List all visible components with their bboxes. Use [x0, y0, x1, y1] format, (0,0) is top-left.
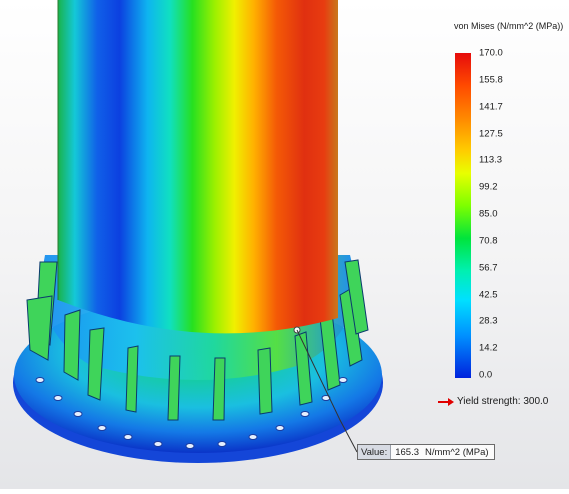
yield-arrow-icon [438, 398, 454, 406]
legend-tick-label: 14.2 [479, 342, 498, 354]
legend-tick-label: 0.0 [479, 369, 493, 381]
legend-tick-label: 42.5 [479, 289, 498, 300]
legend-tick-label: 113.3 [479, 154, 503, 166]
gusset-ribs [26, 259, 369, 421]
cylinder-shell [58, 0, 338, 334]
stress-colorbar [455, 53, 471, 378]
yield-strength-label: Yield strength: 300.0 [457, 396, 549, 407]
legend-tick-label: 28.3 [479, 315, 498, 327]
legend-tick-label: 56.7 [479, 262, 498, 274]
probe-unit: N/mm^2 (MPa) [425, 446, 489, 458]
probe-prefix: Value: [358, 445, 392, 459]
legend-tick-label: 155.8 [479, 74, 503, 86]
legend-tick-label: 85.0 [479, 208, 498, 220]
probe-leader-line [296, 329, 358, 453]
legend-tick-label: 170.0 [479, 47, 503, 59]
legend-tick-label: 141.7 [479, 101, 503, 113]
legend-tick-label: 127.5 [479, 128, 503, 139]
legend-tick-label: 70.8 [479, 235, 498, 247]
legend-title: von Mises (N/mm^2 (MPa)) [454, 21, 564, 31]
bolt-holes [35, 377, 348, 449]
probe-value: 165.3 [395, 446, 420, 458]
probe-value-callout[interactable]: Value: 165.3 N/mm^2 (MPa) [357, 444, 495, 460]
legend-tick-label: 99.2 [479, 181, 498, 193]
